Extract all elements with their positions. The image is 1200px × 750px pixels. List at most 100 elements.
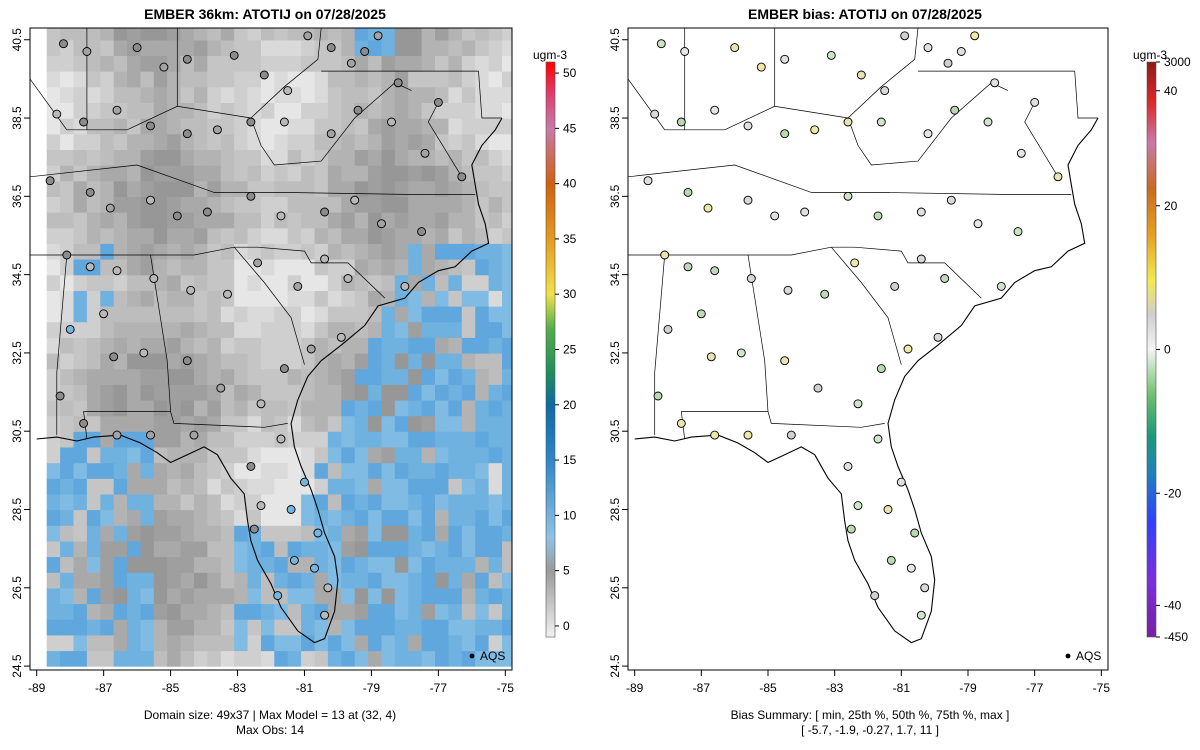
grid-cell-1088 <box>86 165 101 182</box>
grid-cell-32 <box>475 650 490 667</box>
grid-cell-985 <box>113 212 128 229</box>
grid-cell-174 <box>502 587 512 605</box>
grid-cell-645 <box>247 368 262 385</box>
grid-cell-1306 <box>194 71 208 88</box>
grid-cell-819 <box>234 290 249 307</box>
grid-cell-373 <box>354 493 369 511</box>
grid-cell-74 <box>100 619 115 636</box>
grid-cell-1285 <box>381 86 396 103</box>
grid-cell-625 <box>448 384 463 401</box>
grid-cell-13 <box>220 650 235 667</box>
grid-cell-1297 <box>73 71 88 88</box>
grid-cell-1047 <box>475 196 490 213</box>
aqs-station-23 <box>420 148 430 158</box>
grid-cell-7 <box>140 650 155 667</box>
grid-cell-992 <box>207 212 222 229</box>
aqs-station-1 <box>82 47 92 56</box>
grid-cell-912 <box>73 243 88 260</box>
grid-cell-398 <box>220 478 235 495</box>
bias-station-16 <box>780 129 790 139</box>
state-border-1 <box>628 246 982 299</box>
state-border-4 <box>767 411 885 428</box>
grid-cell-441 <box>327 462 342 479</box>
bias-station-60 <box>710 430 720 440</box>
grid-cell-1433 <box>488 28 503 41</box>
bias-station-39 <box>710 266 720 276</box>
grid-cell-1335 <box>113 55 128 72</box>
grid-cell-347 <box>475 509 490 526</box>
grid-cell-976 <box>461 227 476 244</box>
grid-cell-414 <box>435 478 449 495</box>
grid-cell-1160 <box>113 133 128 150</box>
grid-cell-436 <box>261 462 275 479</box>
grid-cell-686 <box>327 352 342 370</box>
grid-cell-369 <box>301 493 316 511</box>
grid-cell-941 <box>461 243 476 260</box>
grid-cell-948 <box>86 227 101 244</box>
grid-cell-1350 <box>314 55 329 72</box>
grid-cell-335 <box>314 509 329 526</box>
grid-cell-202 <box>408 572 423 589</box>
grid-cell-1209 <box>301 118 316 135</box>
grid-cell-732 <box>475 337 490 354</box>
grid-cell-129 <box>368 603 383 620</box>
grid-cell-963 <box>287 227 302 244</box>
grid-cell-148 <box>153 587 168 605</box>
grid-cell-208 <box>488 572 503 589</box>
aqs-station-50 <box>109 352 119 362</box>
left-x-tick-label-5: -79 <box>363 681 381 695</box>
bias-station-71 <box>920 583 930 593</box>
grid-cell-107 <box>73 603 88 620</box>
grid-cell-1228 <box>86 102 101 119</box>
grid-cell-656 <box>394 368 409 385</box>
grid-cell-760 <box>381 321 396 338</box>
aqs-station-49 <box>99 309 109 319</box>
grid-cell-354 <box>100 493 115 511</box>
left-x-tick-label-2: -85 <box>162 681 180 695</box>
grid-cell-1016 <box>60 196 75 213</box>
aqs-station-12 <box>52 109 62 119</box>
grid-cell-28 <box>421 650 436 667</box>
grid-cell-448 <box>421 462 436 479</box>
grid-cell-1363 <box>488 55 503 72</box>
bias-station-17 <box>810 125 820 135</box>
left-colorbar-tick-label-7: 35 <box>563 232 577 246</box>
grid-cell-1113 <box>421 165 436 182</box>
grid-cell-253 <box>153 540 168 558</box>
grid-cell-211 <box>60 556 75 573</box>
right-x-tick-label-6: -77 <box>1026 681 1044 695</box>
grid-cell-1029 <box>234 196 249 213</box>
grid-cell-1134 <box>234 149 249 166</box>
grid-cell-548 <box>354 415 369 432</box>
grid-cell-1083 <box>488 180 503 197</box>
grid-cell-739 <box>100 321 115 338</box>
left-map-title: EMBER 36km: ATOTIJ on 07/28/2025 <box>144 6 386 22</box>
grid-cell-47 <box>207 634 222 652</box>
grid-cell-908 <box>488 259 503 276</box>
grid-cell-1135 <box>247 149 262 166</box>
grid-cell-1403 <box>86 28 101 41</box>
left-x-tick-label-6: -77 <box>430 681 448 695</box>
grid-cell-100 <box>448 619 463 636</box>
grid-cell-781 <box>194 305 208 323</box>
grid-cell-526 <box>60 415 75 432</box>
grid-cell-1265 <box>113 86 128 103</box>
grid-cell-331 <box>261 509 275 526</box>
grid-cell-1431 <box>461 28 476 41</box>
grid-cell-284 <box>100 525 115 542</box>
grid-cell-906 <box>461 259 476 276</box>
grid-cell-199 <box>368 572 383 589</box>
bias-station-44 <box>890 281 900 291</box>
grid-cell-320 <box>113 509 128 526</box>
grid-cell-504 <box>234 431 249 448</box>
grid-cell-1224 <box>502 118 512 135</box>
grid-cell-83 <box>220 619 235 636</box>
grid-cell-1274 <box>234 86 249 103</box>
grid-cell-39 <box>100 634 115 652</box>
right-y-tick-label-4: 32.5 <box>608 341 622 365</box>
grid-cell-947 <box>73 227 88 244</box>
grid-cell-46 <box>194 634 208 652</box>
grid-cell-257 <box>207 540 222 558</box>
grid-cell-846 <box>127 274 142 291</box>
grid-cell-1114 <box>435 165 449 182</box>
